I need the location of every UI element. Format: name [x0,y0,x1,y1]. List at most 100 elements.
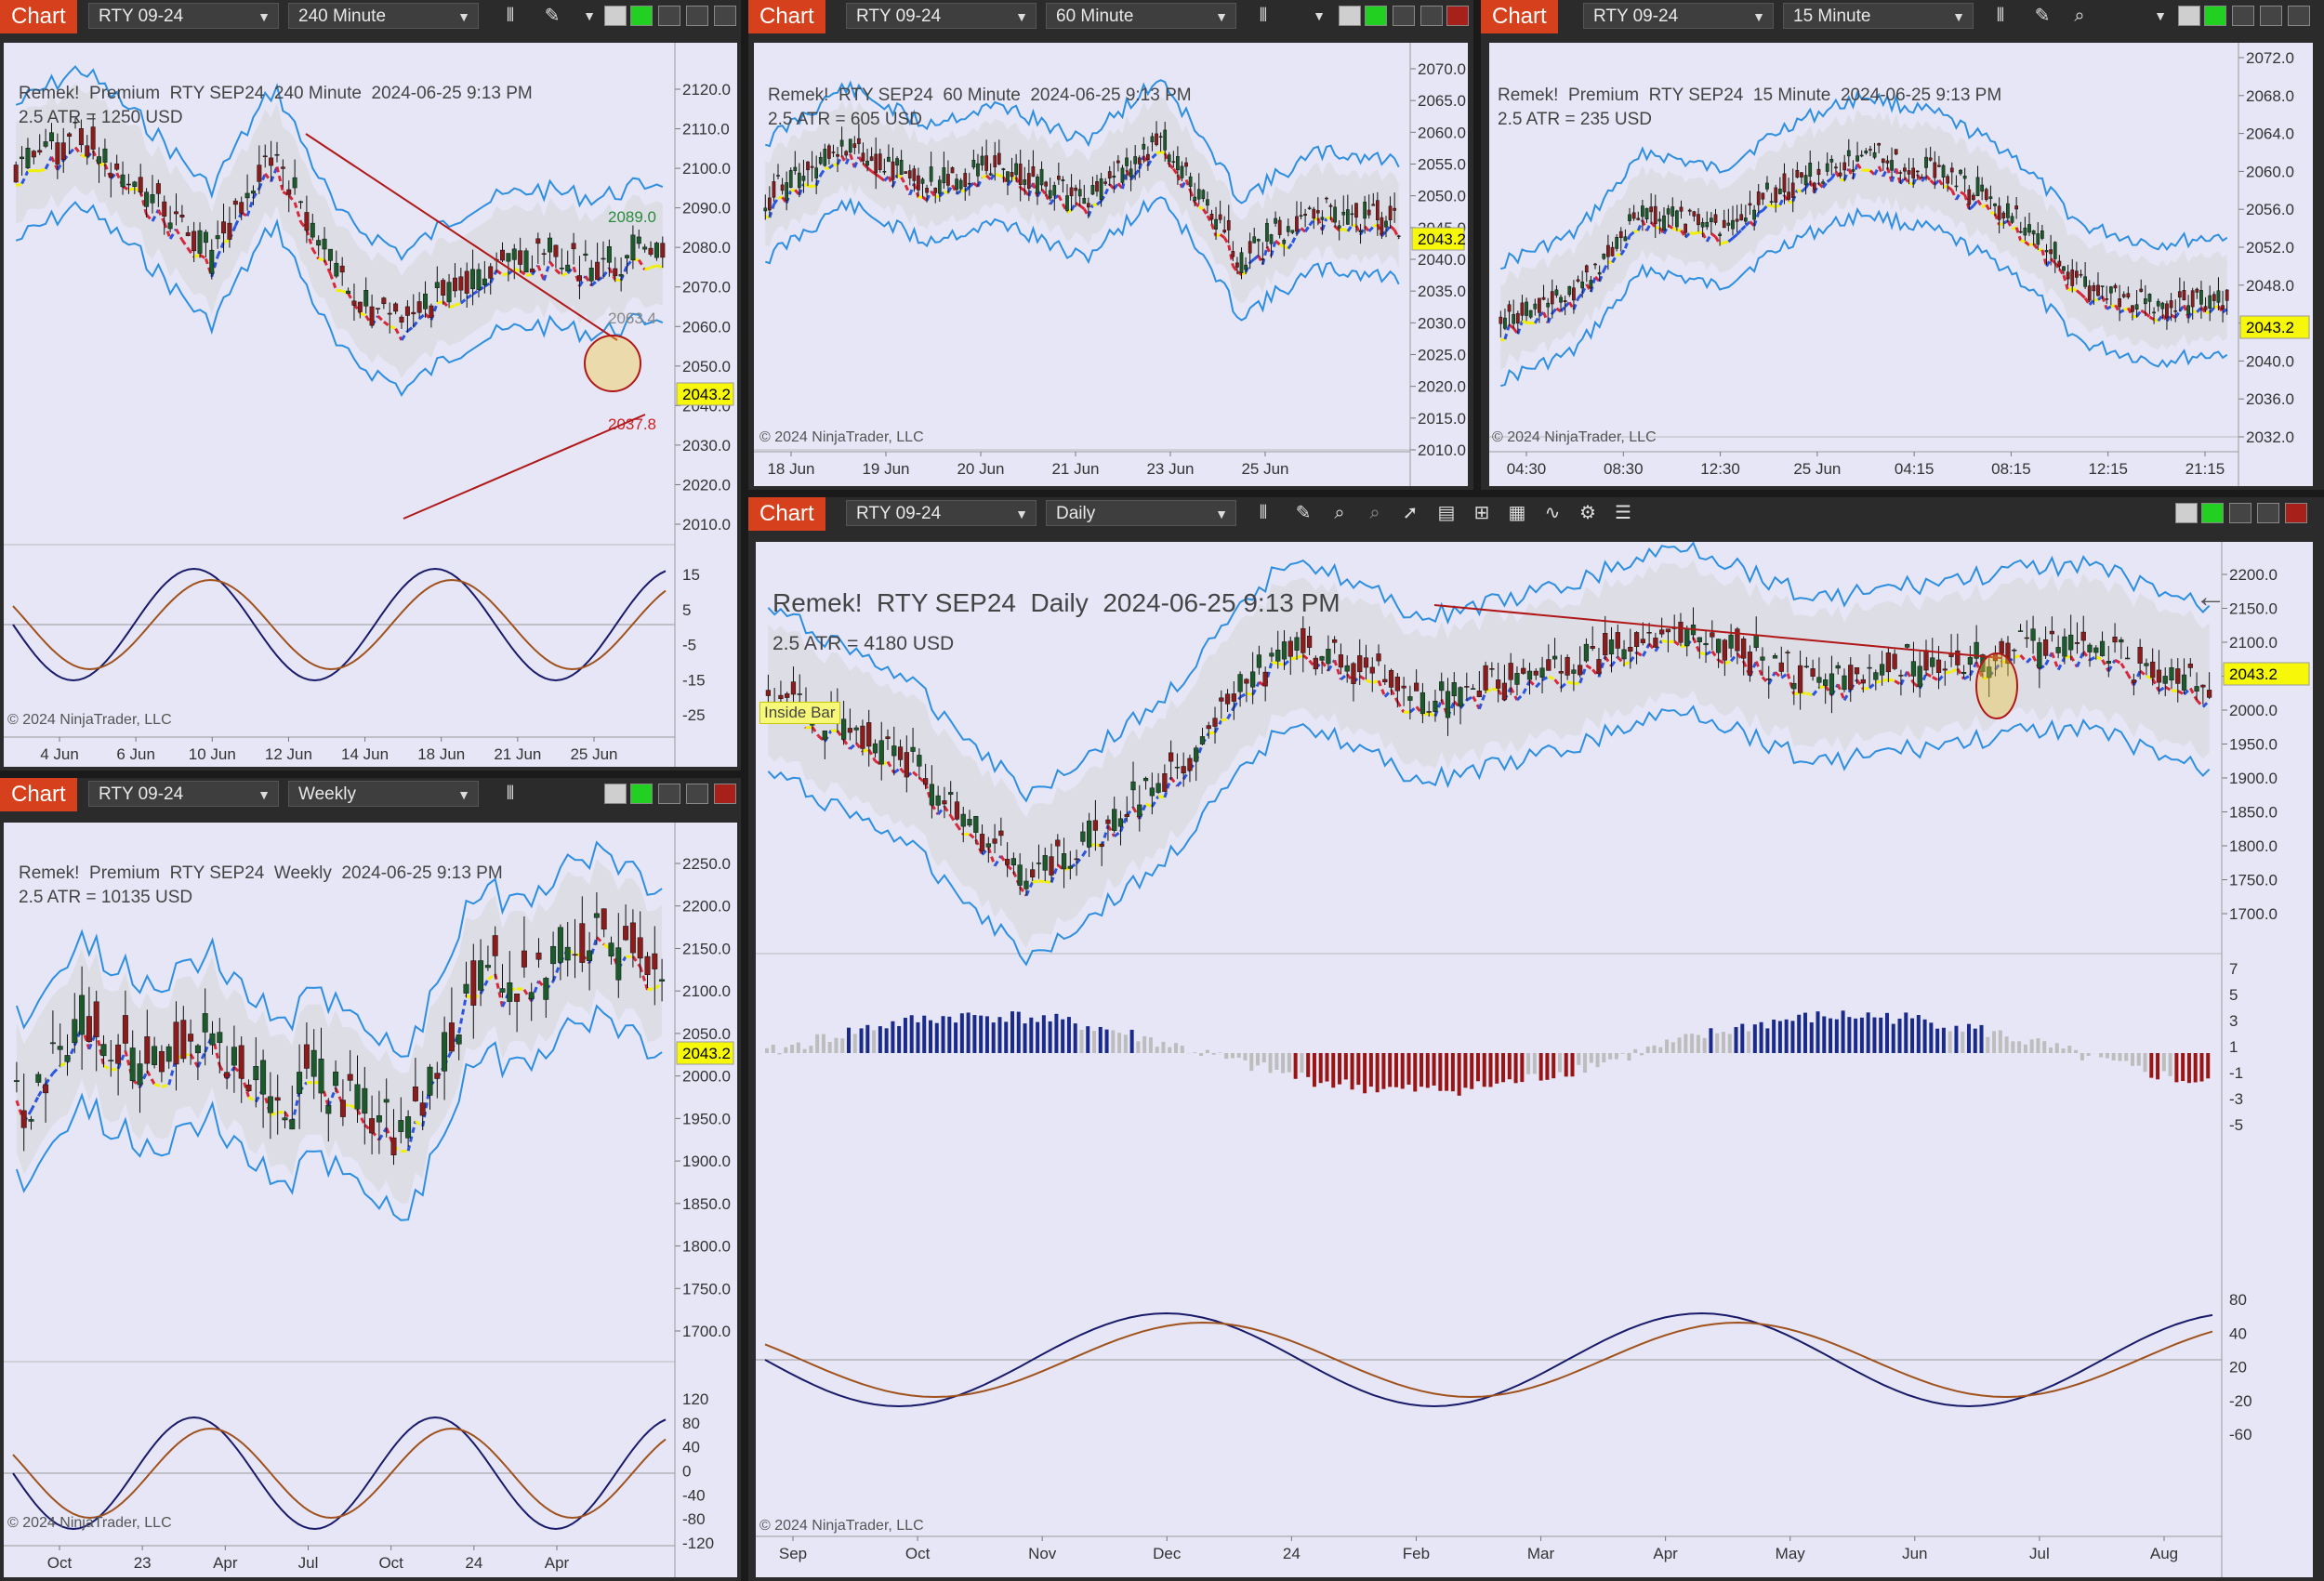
trend-ma-segment [1283,244,1289,250]
candle-body [209,249,215,274]
window-color-button[interactable] [604,6,627,26]
trend-ma-segment [578,275,588,287]
trend-ma-segment [631,955,641,968]
minimize-button[interactable] [2229,503,2251,523]
interval-selector[interactable]: Weekly ▼ [288,781,479,807]
dropdown-arrow-icon[interactable]: ▼ [2154,8,2167,23]
zoom-in-icon[interactable]: ⌕ [1334,503,1345,523]
trend-ma-segment [1780,672,1789,679]
trend-ma-segment [1227,244,1235,267]
close-button[interactable] [714,784,736,804]
close-button[interactable] [2285,503,2307,523]
plot-area[interactable]: 2120.0 2110.0 2100.0 2090.0 2080.0 2070.0 2060… [4,43,737,767]
histogram-bar [1048,1021,1052,1053]
chart-menu-button[interactable]: Chart [748,0,825,33]
histogram-bar [1180,1046,1184,1053]
chart-menu-button[interactable]: Chart [0,0,77,33]
dropdown-arrow-icon[interactable]: ▼ [1313,8,1326,23]
interval-selector[interactable]: 240 Minute ▼ [288,3,479,29]
chart-menu-button[interactable]: Chart [0,778,77,811]
bar-type-icon[interactable]: ⫴ [1259,503,1268,523]
plot-area[interactable]: 2250.0 2200.0 2150.0 2100.0 2050.0 2000.0 1950… [4,823,737,1577]
candle-body [2044,250,2049,253]
trend-ma-segment [1805,692,1814,697]
instrument-selector[interactable]: RTY 09-24 ▼ [88,781,279,807]
window-color-button[interactable] [604,784,627,804]
candle-body [1772,655,1778,659]
minimize-button[interactable] [658,6,680,26]
candle-body [1525,301,1528,316]
restore-button[interactable] [2260,6,2282,26]
instrument-selector[interactable]: RTY 09-24 ▼ [88,3,279,29]
link-green-button[interactable] [2201,503,2224,523]
candle-body [511,248,517,260]
minimize-button[interactable] [658,784,680,804]
y-tick-label: 1850.0 [682,1195,731,1213]
y-tick-label: 2090.0 [682,200,731,217]
trend-ma-segment [1541,675,1550,681]
instrument-selector[interactable]: RTY 09-24 ▼ [846,500,1037,526]
chart-menu-button[interactable]: Chart [1481,0,1558,33]
restore-button[interactable] [686,6,708,26]
histogram-bar [1564,1053,1568,1077]
interval-value: 60 Minute [1056,7,1134,26]
trend-ma-segment [1591,668,1601,679]
trend-ma-segment [1714,235,1722,245]
candle-body [2062,266,2066,271]
trend-ma-segment [128,187,136,191]
candle-body [946,174,950,186]
candle-body [1470,688,1476,690]
candle-body [470,269,476,290]
minimize-button[interactable] [2232,6,2254,26]
link-green-button[interactable] [1365,6,1387,26]
drawing-tool-icon[interactable]: ✎ [544,6,561,26]
link-green-button[interactable] [2204,6,2226,26]
plot-area[interactable]: 2200.02150.02100.02050.02000.01950.01900… [756,542,2313,1577]
close-button[interactable] [1446,6,1469,26]
trend-ma-segment [836,154,843,165]
data-box-icon[interactable]: ▤ [1437,503,1456,523]
link-green-button[interactable] [630,6,653,26]
plot-area[interactable]: 2070.02065.02060.02055.02050.02045.02040… [754,43,1468,486]
interval-selector[interactable]: Daily ▼ [1046,500,1236,526]
trend-ma-segment [1181,178,1188,189]
strategies-icon[interactable]: ▦ [1508,503,1526,523]
close-button[interactable] [2288,6,2310,26]
histogram-bar [984,1016,989,1053]
bar-type-icon[interactable]: ⫴ [1996,6,2005,26]
drawing-tool-icon[interactable]: ✎ [2034,6,2051,26]
bar-type-icon[interactable]: ⫴ [506,6,515,26]
close-button[interactable] [714,6,736,26]
candle-body [114,163,120,170]
dropdown-arrow-icon[interactable]: ▼ [583,8,596,23]
bar-type-icon[interactable]: ⫴ [1259,6,1268,26]
list-icon[interactable]: ☰ [1615,503,1631,523]
link-green-button[interactable] [630,784,653,804]
back-arrow-icon[interactable]: ← [2195,579,2226,614]
minimize-button[interactable] [1393,6,1415,26]
interval-selector[interactable]: 60 Minute ▼ [1046,3,1236,29]
chart-menu-button[interactable]: Chart [748,497,825,531]
drawing-tool-icon[interactable]: ✎ [1295,503,1312,523]
bar-type-icon[interactable]: ⫴ [506,784,515,804]
restore-button[interactable] [1420,6,1443,26]
candle-body [1774,187,1778,204]
zoom-in-icon[interactable]: ⌕ [2074,6,2085,26]
restore-button[interactable] [2257,503,2279,523]
instrument-selector[interactable]: RTY 09-24 ▼ [1583,3,1774,29]
properties-icon[interactable]: ⚙ [1579,503,1596,523]
window-color-button[interactable] [2178,6,2200,26]
restore-button[interactable] [686,784,708,804]
candle-body [357,301,363,312]
plot-area[interactable]: 2072.0 2068.0 2064.0 2060.0 2056.0 2052.0 2048… [1489,43,2313,486]
chart-trader-icon[interactable]: ⊞ [1473,503,1490,523]
window-color-button[interactable] [1339,6,1361,26]
interval-selector[interactable]: 15 Minute ▼ [1783,3,1974,29]
instrument-selector[interactable]: RTY 09-24 ▼ [846,3,1037,29]
zoom-out-icon[interactable]: ⌕ [1369,503,1380,523]
trend-ma-segment [1976,199,1984,208]
window-color-button[interactable] [2175,503,2198,523]
indicators-icon[interactable]: ∿ [1544,503,1561,523]
trend-ma-segment [2080,293,2087,299]
pointer-icon[interactable]: ➚ [1402,503,1419,523]
